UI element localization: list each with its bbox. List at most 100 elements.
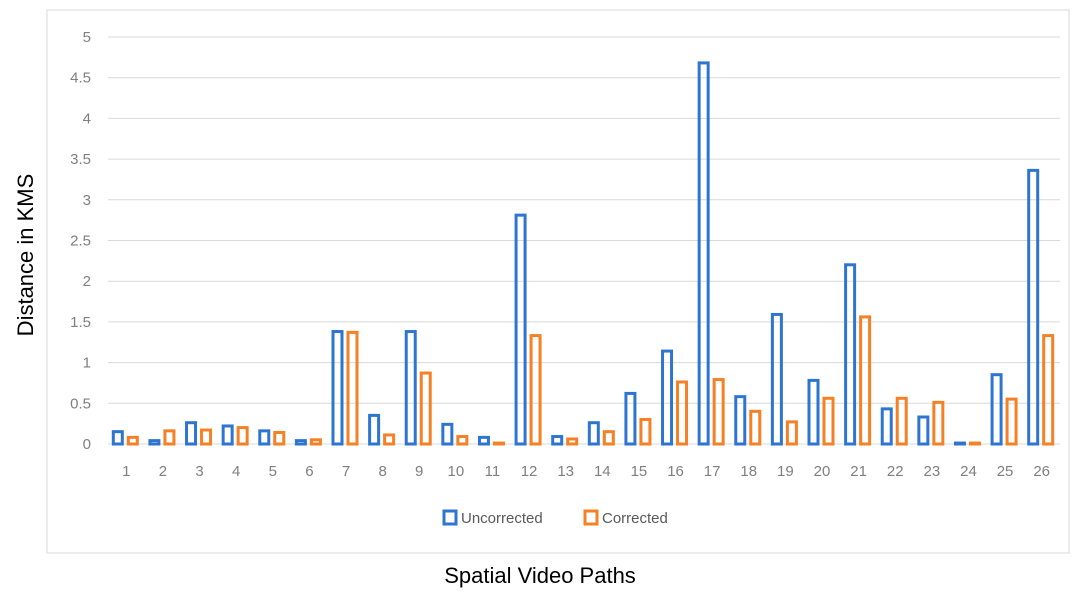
x-tick-label: 1 — [122, 463, 130, 480]
x-tick-label: 8 — [378, 463, 386, 480]
x-tick-label: 19 — [777, 463, 794, 480]
bar-uncorrected-5 — [258, 429, 271, 446]
x-tick-label: 26 — [1033, 463, 1050, 480]
bar-uncorrected-26 — [1027, 168, 1040, 446]
x-tick-label: 21 — [850, 463, 867, 480]
bar-uncorrected-13 — [551, 435, 564, 446]
bar-uncorrected-24 — [953, 441, 966, 446]
bar-uncorrected-25 — [990, 373, 1003, 446]
y-tick-label: 4.5 — [70, 70, 91, 87]
bar-uncorrected-7 — [331, 330, 344, 446]
bar-uncorrected-19 — [770, 312, 783, 446]
legend-label-uncorrected: Uncorrected — [461, 510, 543, 527]
bar-corrected-7 — [346, 330, 359, 446]
bar-corrected-18 — [749, 409, 762, 446]
legend-swatch-corrected — [583, 509, 599, 526]
bar-corrected-8 — [383, 433, 396, 446]
y-tick-label: 1.5 — [70, 314, 91, 331]
bar-corrected-20 — [822, 396, 835, 446]
bar-uncorrected-22 — [880, 407, 893, 446]
bar-uncorrected-1 — [111, 430, 124, 446]
bar-corrected-21 — [859, 315, 872, 446]
bar-uncorrected-11 — [477, 435, 490, 446]
x-tick-label: 18 — [740, 463, 757, 480]
x-tick-label: 15 — [631, 463, 648, 480]
x-tick-label: 20 — [814, 463, 831, 480]
y-tick-label: 3.5 — [70, 151, 91, 168]
bar-uncorrected-6 — [294, 439, 307, 446]
bar-corrected-13 — [566, 437, 579, 446]
bar-corrected-25 — [1005, 397, 1018, 446]
y-axis-title: Distance in KMS — [13, 174, 38, 337]
bar-uncorrected-8 — [368, 413, 381, 446]
bar-corrected-26 — [1042, 334, 1055, 446]
x-tick-label: 11 — [485, 463, 501, 480]
y-tick-label: 2 — [83, 273, 91, 290]
x-tick-label: 5 — [269, 463, 277, 480]
bar-uncorrected-14 — [587, 421, 600, 446]
bar-corrected-9 — [419, 371, 432, 446]
x-tick-label: 23 — [924, 463, 941, 480]
x-tick-label: 25 — [997, 463, 1014, 480]
bar-uncorrected-9 — [404, 330, 417, 446]
legend-swatch-uncorrected — [442, 509, 458, 526]
bar-corrected-11 — [492, 441, 505, 446]
bar-uncorrected-21 — [844, 263, 857, 446]
bar-corrected-22 — [895, 396, 908, 446]
bar-uncorrected-17 — [697, 61, 710, 446]
y-tick-label: 2.5 — [70, 233, 91, 250]
bar-uncorrected-4 — [221, 424, 234, 446]
bar-corrected-17 — [712, 378, 725, 446]
x-tick-label: 7 — [342, 463, 350, 480]
x-tick-label: 6 — [305, 463, 313, 480]
x-tick-label: 4 — [232, 463, 240, 480]
x-tick-label: 14 — [594, 463, 611, 480]
y-tick-label: 0 — [83, 436, 91, 453]
x-tick-labels: 1 2 3 4 5 6 7 8 9 10 11 12 13 14 15 16 17 18 19 20 21 22 23 24 2… — [122, 463, 1050, 480]
bar-uncorrected-16 — [661, 349, 674, 446]
x-tick-label: 12 — [521, 463, 538, 480]
bar-corrected-24 — [968, 441, 981, 446]
bar-uncorrected-18 — [734, 395, 747, 446]
bar-corrected-15 — [639, 417, 652, 446]
bar-corrected-10 — [456, 435, 469, 446]
bar-corrected-3 — [200, 428, 213, 446]
x-axis-title: Spatial Video Paths — [444, 563, 636, 588]
x-tick-label: 9 — [415, 463, 423, 480]
legend-label-corrected: Corrected — [602, 510, 668, 527]
x-tick-label: 17 — [704, 463, 721, 480]
bar-uncorrected-20 — [807, 378, 820, 446]
y-tick-label: 4 — [83, 110, 91, 127]
x-tick-label: 2 — [159, 463, 167, 480]
x-tick-label: 13 — [557, 463, 574, 480]
bar-corrected-16 — [676, 380, 689, 446]
y-tick-labels: 0 0.5 1 1.5 2 2.5 3 3.5 4 4.5 5 — [70, 29, 91, 453]
y-tick-label: 0.5 — [70, 395, 91, 412]
y-tick-label: 3 — [83, 192, 91, 209]
x-tick-label: 24 — [960, 463, 977, 480]
bar-uncorrected-3 — [185, 421, 198, 446]
bar-corrected-2 — [163, 429, 176, 446]
bar-corrected-12 — [529, 334, 542, 446]
x-tick-label: 10 — [448, 463, 465, 480]
x-tick-label: 22 — [887, 463, 904, 480]
x-tick-label: 16 — [667, 463, 684, 480]
bar-corrected-19 — [785, 420, 798, 446]
bar-uncorrected-10 — [441, 422, 454, 446]
bar-corrected-6 — [309, 438, 322, 446]
bar-corrected-1 — [126, 435, 139, 446]
bar-corrected-5 — [273, 430, 286, 446]
x-tick-label: 3 — [195, 463, 203, 480]
bar-uncorrected-12 — [514, 213, 527, 446]
y-tick-label: 5 — [83, 29, 91, 46]
bar-uncorrected-15 — [624, 391, 637, 446]
bar-uncorrected-2 — [148, 439, 161, 446]
bar-uncorrected-23 — [917, 415, 930, 446]
bars — [111, 61, 1055, 446]
bar-corrected-4 — [236, 426, 249, 446]
y-tick-label: 1 — [83, 355, 91, 372]
bar-corrected-14 — [602, 430, 615, 446]
bar-corrected-23 — [932, 400, 945, 446]
legend: Uncorrected Corrected — [442, 509, 668, 527]
